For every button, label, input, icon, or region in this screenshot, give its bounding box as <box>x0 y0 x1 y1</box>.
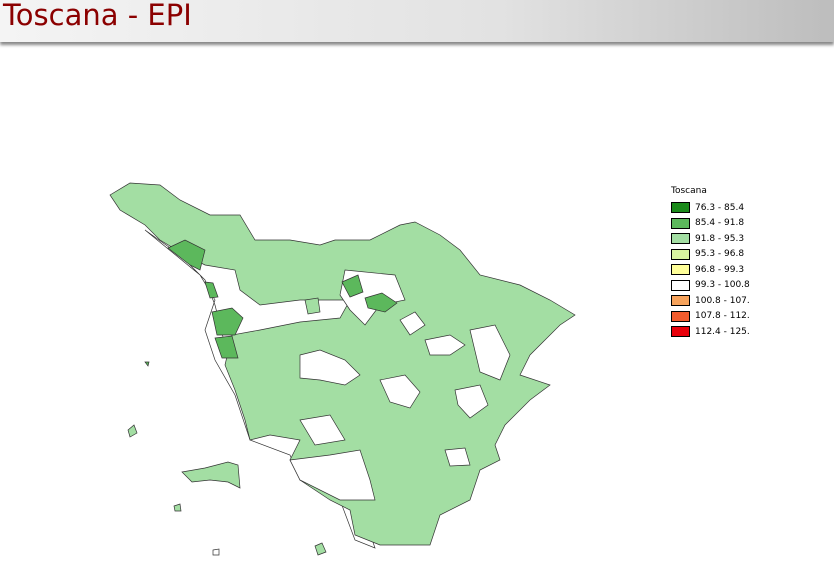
legend-swatch <box>671 202 690 214</box>
legend-item: 85.4 - 91.8 <box>671 216 750 232</box>
slide-title: Toscana - EPI <box>3 0 192 32</box>
region-white-2 <box>379 374 421 409</box>
legend-label: 112.4 - 125. <box>695 326 750 337</box>
legend-label: 100.8 - 107. <box>695 295 750 306</box>
region-green-2 <box>204 281 219 299</box>
legend-label: 107.8 - 112. <box>695 311 750 322</box>
region-green-4 <box>214 335 239 359</box>
legend-swatch <box>671 248 690 260</box>
legend-swatch <box>671 326 690 338</box>
region-white-8 <box>444 447 471 467</box>
region-white-10 <box>399 311 426 336</box>
region-green-5 <box>341 274 364 298</box>
island-pianosa <box>173 503 182 512</box>
legend-swatch <box>671 310 690 322</box>
slide-header: Toscana - EPI <box>0 0 834 42</box>
legend-item: 95.3 - 96.8 <box>671 247 750 263</box>
legend-label: 91.8 - 95.3 <box>695 233 745 244</box>
legend-item: 107.8 - 112. <box>671 309 750 325</box>
legend-label: 99.3 - 100.8 <box>695 280 750 291</box>
legend-item: 100.8 - 107. <box>671 293 750 309</box>
legend-item: 91.8 - 95.3 <box>671 231 750 247</box>
island-capraia <box>127 424 138 438</box>
island-gorgona <box>144 361 150 367</box>
region-white-6 <box>299 414 346 446</box>
region-white-7 <box>289 449 376 501</box>
legend-label: 95.3 - 96.8 <box>695 249 745 260</box>
legend-label: 76.3 - 85.4 <box>695 202 745 213</box>
legend-swatch <box>671 217 690 229</box>
legend-label: 96.8 - 99.3 <box>695 264 745 275</box>
region-white-1 <box>299 349 361 386</box>
region-green-6 <box>364 292 398 313</box>
region-white-3 <box>424 334 466 356</box>
legend-item: 96.8 - 99.3 <box>671 262 750 278</box>
legend-label: 85.4 - 91.8 <box>695 218 745 229</box>
legend-swatch <box>671 295 690 307</box>
region-light-green-2 <box>304 297 321 315</box>
region-white-4 <box>469 324 511 381</box>
legend-item: 112.4 - 125. <box>671 324 750 340</box>
legend-item: 99.3 - 100.8 <box>671 278 750 294</box>
legend-swatch <box>671 264 690 276</box>
island-elba <box>181 461 241 489</box>
region-green-3 <box>211 307 244 336</box>
island-giannutri <box>212 548 220 556</box>
island-giglio <box>314 542 327 556</box>
legend-swatch <box>671 233 690 245</box>
region-green-1 <box>167 239 206 271</box>
legend-item: 76.3 - 85.4 <box>671 200 750 216</box>
map-legend: Toscana 76.3 - 85.4 85.4 - 91.8 91.8 - 95.… <box>671 186 750 340</box>
region-white-5 <box>454 384 489 419</box>
legend-swatch <box>671 279 690 291</box>
legend-title: Toscana <box>671 186 707 196</box>
